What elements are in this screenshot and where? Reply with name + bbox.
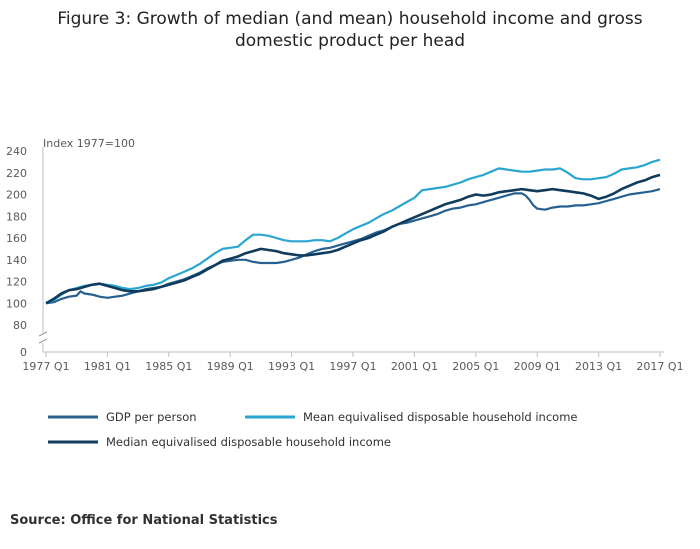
y-tick-label: 220 [6, 167, 27, 180]
y-tick-label: 100 [6, 297, 27, 310]
x-tick-label: 2009 Q1 [514, 360, 561, 373]
series-line-1 [45, 188, 661, 305]
x-tick-label: 1993 Q1 [268, 360, 315, 373]
series-line-2 [45, 158, 661, 305]
legend-label-1: GDP per person [106, 410, 197, 424]
x-tick-label: 1989 Q1 [207, 360, 254, 373]
x-tick-label: 2001 Q1 [391, 360, 438, 373]
x-tick-label: 1977 Q1 [22, 360, 69, 373]
legend: GDP per person Mean equivalised disposabl… [48, 410, 577, 449]
x-axis: 1977 Q1 1981 Q1 1985 Q1 1989 Q1 1993 Q1 1997 … [22, 351, 684, 373]
y-tick-label: 240 [6, 145, 27, 158]
series-lines [45, 158, 661, 305]
y-tick-label: 200 [6, 189, 27, 202]
x-tick-label: 1985 Q1 [145, 360, 192, 373]
x-tick-label: 2017 Q1 [636, 360, 683, 373]
y-axis-unit-label: Index 1977=100 [43, 137, 135, 150]
chart-title-line-2: domestic product per head [234, 31, 466, 51]
y-tick-label: 180 [6, 210, 27, 223]
axis-break-marker [38, 331, 48, 344]
series-line-3 [45, 173, 661, 305]
x-tick-label: 1981 Q1 [84, 360, 131, 373]
y-tick-label: 80 [13, 319, 27, 332]
legend-label-2: Mean equivalised disposable household in… [303, 410, 577, 424]
x-tick-label: 2005 Q1 [452, 360, 499, 373]
y-tick-label: 140 [6, 254, 27, 267]
x-tick-label: 1997 Q1 [329, 360, 376, 373]
y-axis: 0 80 100 120 140 160 180 200 220 240 [6, 145, 48, 359]
x-tick-label: 2013 Q1 [575, 360, 622, 373]
y-tick-label: 160 [6, 232, 27, 245]
legend-label-3: Median equivalised disposable household … [106, 435, 391, 449]
chart-title: Figure 3: Growth of median (and mean) ho… [0, 8, 700, 52]
y-tick-label: 0 [20, 346, 27, 359]
chart-title-line-1: Figure 3: Growth of median (and mean) ho… [57, 9, 643, 29]
source-note: Source: Office for National Statistics [10, 513, 278, 528]
y-tick-label: 120 [6, 276, 27, 289]
